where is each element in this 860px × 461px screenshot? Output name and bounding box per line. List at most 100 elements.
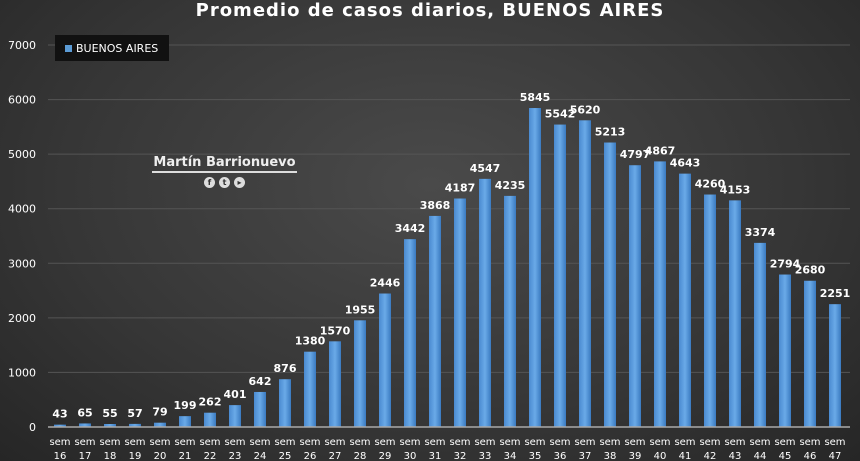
bar — [529, 108, 541, 427]
data-label: 199 — [174, 399, 197, 412]
x-tick-label-number: 47 — [829, 451, 842, 461]
facebook-icon: f — [204, 177, 215, 188]
data-label: 4260 — [695, 178, 726, 191]
y-tick-label: 7000 — [8, 39, 36, 52]
x-tick-label-word: sem — [674, 437, 695, 448]
x-tick-label-number: 46 — [804, 451, 817, 461]
x-tick-label-word: sem — [799, 437, 820, 448]
bar — [279, 379, 291, 427]
x-tick-label-number: 36 — [554, 451, 567, 461]
x-tick-label-number: 20 — [154, 451, 167, 461]
x-tick-label-number: 33 — [479, 451, 492, 461]
chart-title: Promedio de casos diarios, BUENOS AIRES — [195, 0, 665, 21]
bar — [729, 200, 741, 427]
bar — [604, 142, 616, 427]
x-tick-label-number: 26 — [304, 451, 317, 461]
y-tick-label: 5000 — [8, 148, 36, 161]
x-tick-label-word: sem — [49, 437, 70, 448]
x-tick-label-word: sem — [749, 437, 770, 448]
y-tick-label: 2000 — [8, 312, 36, 325]
data-label: 4867 — [645, 144, 676, 157]
x-tick-label-number: 39 — [629, 451, 642, 461]
data-label: 5213 — [595, 126, 626, 139]
x-tick-label-word: sem — [374, 437, 395, 448]
bar — [829, 304, 841, 427]
bar — [304, 351, 316, 427]
x-tick-label-number: 30 — [404, 451, 417, 461]
data-label: 4235 — [495, 179, 526, 192]
data-label: 642 — [249, 375, 272, 388]
data-label: 43 — [52, 408, 67, 421]
legend: BUENOS AIRES — [55, 35, 169, 61]
x-tick-label-word: sem — [149, 437, 170, 448]
bar — [79, 423, 91, 427]
data-label: 5620 — [570, 103, 601, 116]
data-label: 4643 — [670, 157, 701, 170]
x-tick-label-word: sem — [474, 437, 495, 448]
bar — [229, 405, 241, 427]
twitter-icon: t — [219, 177, 230, 188]
x-tick-label-number: 27 — [329, 451, 342, 461]
x-tick-label-word: sem — [599, 437, 620, 448]
legend-swatch — [65, 44, 72, 52]
bar — [754, 242, 766, 427]
data-label: 4547 — [470, 162, 501, 175]
x-tick-label-word: sem — [624, 437, 645, 448]
bar — [704, 194, 716, 427]
x-tick-label-number: 17 — [79, 451, 92, 461]
x-tick-label-word: sem — [199, 437, 220, 448]
x-tick-label-number: 22 — [204, 451, 217, 461]
data-label: 2446 — [370, 277, 401, 290]
bar — [654, 161, 666, 427]
x-tick-label-word: sem — [299, 437, 320, 448]
bar — [504, 195, 516, 427]
data-label: 4187 — [445, 182, 476, 195]
x-tick-label-number: 31 — [429, 451, 442, 461]
x-tick-label-number: 24 — [254, 451, 267, 461]
data-label: 2680 — [795, 264, 826, 277]
data-label: 4797 — [620, 148, 651, 161]
x-tick-label-word: sem — [549, 437, 570, 448]
bar — [154, 422, 166, 427]
x-tick-label-word: sem — [774, 437, 795, 448]
x-tick-label-number: 25 — [279, 451, 292, 461]
data-label: 262 — [199, 396, 222, 409]
bar — [254, 391, 266, 427]
x-tick-label-word: sem — [224, 437, 245, 448]
data-label: 79 — [152, 406, 167, 419]
x-tick-label-word: sem — [349, 437, 370, 448]
x-tick-label-word: sem — [724, 437, 745, 448]
bar — [629, 165, 641, 427]
data-label: 1380 — [295, 335, 326, 348]
bar — [804, 280, 816, 427]
x-tick-label-number: 29 — [379, 451, 392, 461]
x-tick-label-word: sem — [174, 437, 195, 448]
x-tick-label-word: sem — [649, 437, 670, 448]
bar — [679, 173, 691, 427]
data-label: 5542 — [545, 108, 576, 121]
bar — [454, 198, 466, 427]
bar — [354, 320, 366, 427]
x-tick-label-number: 23 — [229, 451, 242, 461]
data-label: 3374 — [745, 226, 776, 239]
x-tick-label-number: 18 — [104, 451, 117, 461]
bar — [779, 274, 791, 427]
x-tick-label-word: sem — [249, 437, 270, 448]
x-tick-label-number: 21 — [179, 451, 192, 461]
bar — [204, 412, 216, 427]
data-label: 876 — [274, 362, 297, 375]
x-tick-label-word: sem — [449, 437, 470, 448]
x-tick-label-number: 28 — [354, 451, 367, 461]
x-tick-label-number: 34 — [504, 451, 517, 461]
x-tick-label-number: 40 — [654, 451, 667, 461]
y-tick-label: 0 — [29, 421, 36, 434]
watermark-name: Martín Barrionuevo — [152, 155, 297, 173]
bar — [554, 124, 566, 428]
x-tick-label-number: 19 — [129, 451, 142, 461]
x-tick-label-number: 45 — [779, 451, 792, 461]
bar — [404, 239, 416, 427]
bar — [104, 423, 116, 427]
data-label: 4153 — [720, 183, 751, 196]
x-tick-label-word: sem — [274, 437, 295, 448]
